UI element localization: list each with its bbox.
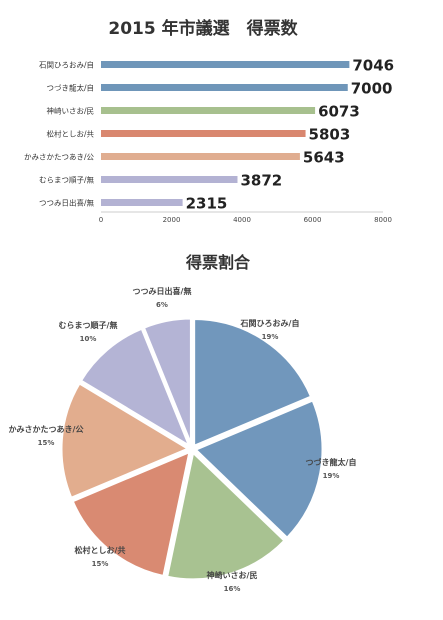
pie-slice-label: 松村としお/共 (75, 545, 126, 555)
bar (101, 176, 238, 183)
x-tick-label: 2000 (163, 216, 181, 224)
bar-category-label: 石関ひろおみ/自 (39, 60, 94, 70)
bar-category-label: かみさかたつあき/公 (24, 153, 95, 162)
pie-percent-label: 16% (224, 585, 241, 593)
x-tick-label: 0 (99, 216, 103, 224)
pie-slice (165, 450, 287, 582)
pie-slice (193, 398, 325, 540)
x-tick-label: 6000 (304, 216, 322, 224)
pie-percent-label: 10% (80, 335, 97, 343)
bar-value-label: 3872 (240, 172, 282, 190)
x-tick-label: 4000 (233, 216, 251, 224)
bar-chart-title: 2015 年市議選 得票数 (108, 18, 298, 39)
bar-value-label: 2315 (186, 195, 228, 213)
bar-value-label: 5803 (309, 126, 351, 144)
bar-category-label: 松村としお/共 (46, 129, 94, 139)
pie-slice-label: むらまつ順子/無 (59, 320, 118, 330)
bar (101, 130, 306, 137)
bar-category-label: つづき龍太/自 (46, 83, 94, 93)
pie-slice-label: つつみ日出喜/無 (133, 286, 192, 296)
bar-chart: 石関ひろおみ/自 7046 つづき龍太/自 7000 神崎いさお/民 6073 松村としお/… (24, 57, 394, 225)
pie-slice (70, 449, 192, 579)
bar (101, 153, 300, 160)
bar-value-label: 5643 (303, 149, 345, 167)
pie-slice (141, 316, 193, 448)
pie-percent-label: 19% (262, 333, 279, 341)
bar-value-label: 7046 (352, 57, 394, 75)
pie-slice (78, 326, 192, 449)
pie-slice (192, 317, 314, 449)
pie-percent-label: 19% (323, 472, 340, 480)
pie-percent-label: 15% (92, 560, 109, 568)
bar-category-label: つつみ日出喜/無 (39, 198, 95, 208)
bar-category-label: むらまつ順子/無 (39, 175, 95, 185)
bar-category-label: 神崎いさお/民 (46, 106, 94, 116)
pie-percent-label: 15% (38, 439, 55, 447)
pie-slice (59, 381, 191, 500)
pie-slice-label: 石関ひろおみ/自 (240, 318, 300, 328)
pie-slice-label: つづき龍太/自 (306, 457, 357, 467)
pie-chart: 石関ひろおみ/自 19% つづき龍太/自 19% 神崎いさお/民 16% 松村としお/共 15… (9, 286, 357, 593)
bar-value-label: 6073 (318, 103, 360, 121)
pie-slice-label: かみさかたつあき/公 (9, 424, 84, 434)
bar (101, 61, 350, 68)
x-tick-label: 8000 (374, 216, 392, 224)
pie-chart-title: 得票割合 (185, 253, 251, 272)
pie-slice-label: 神崎いさお/民 (207, 570, 258, 580)
pie-percent-label: 6% (156, 301, 168, 309)
bar (101, 199, 183, 206)
bar-value-label: 7000 (351, 80, 393, 98)
bar (101, 84, 348, 91)
bar (101, 107, 316, 114)
